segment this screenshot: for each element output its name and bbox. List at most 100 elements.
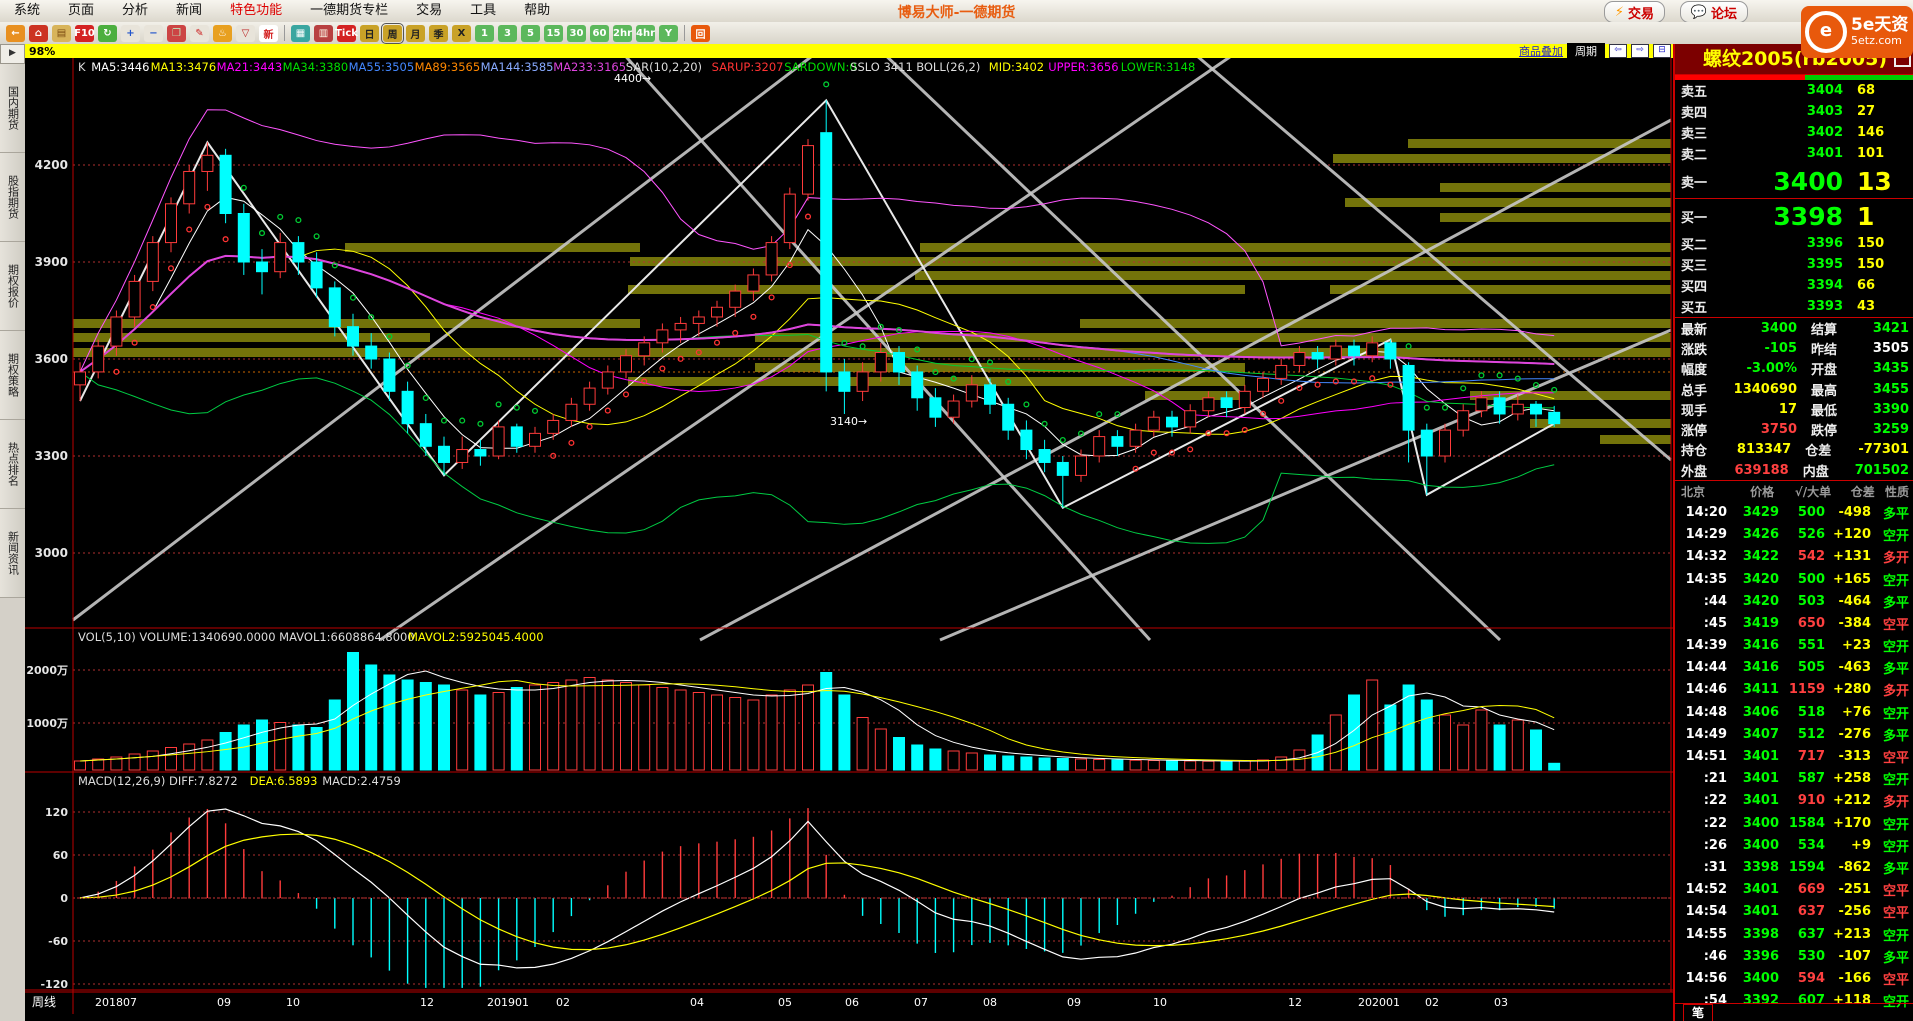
x-axis-label: 202001 xyxy=(1358,996,1400,1009)
split-window-icon[interactable]: ⊟ xyxy=(1653,44,1671,58)
sidebar-tab-热点排名[interactable]: 热点排名 xyxy=(0,420,25,509)
min3-icon[interactable]: 3 xyxy=(498,24,517,42)
hr4-icon[interactable]: 4hr xyxy=(636,24,655,42)
orderbook-row-买四[interactable]: 买四 3394 66 xyxy=(1681,278,1876,295)
prev-arrow-icon[interactable]: ⇦ xyxy=(1609,44,1627,58)
chart-area[interactable]: 4200 3900 3600 3300 3000 2000万 1000万 120 60 0 -60 -… xyxy=(25,48,1673,1021)
tick-row[interactable]: 14:35 3420 500 +165 空开 xyxy=(1685,571,1909,589)
tick-row[interactable]: 14:51 3401 717 -313 空平 xyxy=(1685,749,1909,767)
tick-row[interactable]: 14:44 3416 505 -463 多平 xyxy=(1685,660,1909,678)
tab-pen[interactable]: 笔 xyxy=(1683,1004,1714,1021)
tick-row[interactable]: :45 3419 650 -384 空平 xyxy=(1703,615,1909,633)
report-icon[interactable]: ▤ xyxy=(52,24,71,42)
tick-row[interactable]: 14:29 3426 526 +120 空开 xyxy=(1685,527,1909,545)
svg-text:DEA:6.5893: DEA:6.5893 xyxy=(250,774,318,788)
5etz-watermark-logo: e 5e天资 5etz.com xyxy=(1801,6,1913,58)
tick-row[interactable]: 14:39 3416 551 +23 空开 xyxy=(1685,638,1909,656)
day-period-icon[interactable]: 日 xyxy=(360,24,379,42)
alert-icon[interactable]: ♨ xyxy=(213,24,232,42)
sidebar-tab-股指期货[interactable]: 股指期货 xyxy=(0,153,25,242)
chart-icon[interactable]: ▥ xyxy=(314,24,333,42)
tick-row[interactable]: 14:49 3407 512 -276 多平 xyxy=(1685,726,1909,744)
tick-row[interactable]: 14:55 3398 637 +213 空开 xyxy=(1685,926,1909,944)
tick-row[interactable]: 14:48 3406 518 +76 空开 xyxy=(1685,704,1909,722)
orderbook-row-买三[interactable]: 买三 3395 150 xyxy=(1681,257,1885,274)
sidebar-expand-button[interactable]: ▶ xyxy=(0,44,25,64)
overlay-commodity-link[interactable]: 商品叠加 xyxy=(1519,45,1563,58)
tick-row[interactable]: 14:20 3429 500 -498 多平 xyxy=(1685,504,1909,522)
menu-item-新闻[interactable]: 新闻 xyxy=(176,3,203,18)
quarter-period-icon[interactable]: 季 xyxy=(429,24,448,42)
tick-period-icon[interactable]: Tick xyxy=(335,24,358,42)
svg-text:MA55:3505: MA55:3505 xyxy=(349,60,415,74)
svg-text:-120: -120 xyxy=(40,978,68,991)
back-icon[interactable]: ← xyxy=(6,24,25,42)
zoom-in-icon[interactable]: + xyxy=(121,24,140,42)
sidebar-tab-期权策略[interactable]: 期权策略 xyxy=(0,331,25,420)
orderbook-row-卖四[interactable]: 卖四 3403 27 xyxy=(1681,104,1876,121)
tick-row[interactable]: :46 3396 530 -107 多平 xyxy=(1703,948,1909,966)
orderbook-row-卖五[interactable]: 卖五 3404 68 xyxy=(1681,83,1876,100)
orderbook-row-卖三[interactable]: 卖三 3402 146 xyxy=(1681,125,1885,142)
orderbook-row-买五[interactable]: 买五 3393 43 xyxy=(1681,299,1876,316)
sidebar-tab-期权报价[interactable]: 期权报价 xyxy=(0,242,25,331)
overlay-icon[interactable]: ❐ xyxy=(167,24,186,42)
min15-icon[interactable]: 15 xyxy=(544,24,563,42)
month-period-icon[interactable]: 月 xyxy=(406,24,425,42)
new-icon[interactable]: 新 xyxy=(259,24,278,42)
year-icon[interactable]: Y xyxy=(659,24,678,42)
svg-text:LOWER:3148: LOWER:3148 xyxy=(1121,60,1195,74)
filter-icon[interactable]: ▽ xyxy=(236,24,255,42)
period-label[interactable]: 周期 xyxy=(1567,43,1605,59)
menu-item-分析[interactable]: 分析 xyxy=(122,3,149,18)
min60-icon[interactable]: 60 xyxy=(590,24,609,42)
quote-table-icon[interactable]: ▦ xyxy=(291,24,310,42)
draw-icon[interactable]: ✎ xyxy=(190,24,209,42)
price-axis-label: 4200 xyxy=(35,158,68,172)
min5-icon[interactable]: 5 xyxy=(521,24,540,42)
main-chart-svg[interactable]: 4200 3900 3600 3300 3000 2000万 1000万 120 60 0 -60 -… xyxy=(25,48,1673,1021)
menu-item-特色功能[interactable]: 特色功能 xyxy=(230,3,283,18)
x-axis-label: 12 xyxy=(420,996,434,1009)
sidebar-tab-新闻资讯[interactable]: 新闻资讯 xyxy=(0,509,25,598)
x-axis-label: 12 xyxy=(1288,996,1302,1009)
orderbook-row-卖一[interactable]: 卖一 3400 13 xyxy=(1681,166,1892,196)
refresh-icon[interactable]: ↻ xyxy=(98,24,117,42)
hr2-icon[interactable]: 2hr xyxy=(613,24,632,42)
menu-item-系统[interactable]: 系统 xyxy=(14,3,41,18)
menu-item-页面[interactable]: 页面 xyxy=(68,3,95,18)
tick-row[interactable]: :44 3420 503 -464 多平 xyxy=(1703,593,1909,611)
playback-icon[interactable]: 回 xyxy=(691,24,710,42)
sidebar-tab-国内期货[interactable]: 国内期货 xyxy=(0,64,25,153)
tick-row[interactable]: :26 3400 534 +9 空开 xyxy=(1703,837,1909,855)
f10-icon[interactable]: F10 xyxy=(74,24,95,42)
forum-button[interactable]: 💬 论坛 xyxy=(1679,1,1748,23)
tick-row[interactable]: 14:32 3422 542 +131 多开 xyxy=(1685,549,1909,567)
tick-row[interactable]: :21 3401 587 +258 空开 xyxy=(1703,771,1909,789)
next-arrow-icon[interactable]: ⇨ xyxy=(1631,44,1649,58)
svg-text:2000万: 2000万 xyxy=(26,664,68,677)
orderbook-row-买二[interactable]: 买二 3396 150 xyxy=(1681,236,1885,253)
orderbook-row-买一[interactable]: 买一 3398 1 xyxy=(1681,201,1875,231)
svg-text:120: 120 xyxy=(45,806,68,819)
tick-row[interactable]: 14:52 3401 669 -251 空平 xyxy=(1685,882,1909,900)
tick-row[interactable]: :31 3398 1594 -862 多平 xyxy=(1703,859,1909,877)
zoom-out-icon[interactable]: − xyxy=(144,24,163,42)
menu-item-一德期货专栏[interactable]: 一德期货专栏 xyxy=(310,3,389,18)
tick-row[interactable]: :22 3400 1584 +170 空开 xyxy=(1703,815,1909,833)
menu-item-帮助[interactable]: 帮助 xyxy=(524,3,551,18)
tick-row[interactable]: 14:54 3401 637 -256 空平 xyxy=(1685,904,1909,922)
min1-icon[interactable]: 1 xyxy=(475,24,494,42)
menu-item-交易[interactable]: 交易 xyxy=(416,3,443,18)
custom-period-icon[interactable]: X xyxy=(452,24,471,42)
tick-row[interactable]: :54 3392 607 +118 空开 xyxy=(1703,993,1909,1011)
tick-row[interactable]: 14:46 3411 1159 +280 多开 xyxy=(1685,682,1909,700)
min30-icon[interactable]: 30 xyxy=(567,24,586,42)
trade-button[interactable]: ⚡ 交易 xyxy=(1603,1,1665,23)
home-icon[interactable]: ⌂ xyxy=(29,24,48,42)
menu-item-工具[interactable]: 工具 xyxy=(470,3,497,18)
tick-row[interactable]: 14:56 3400 594 -166 空平 xyxy=(1685,970,1909,988)
tick-row[interactable]: :22 3401 910 +212 多开 xyxy=(1703,793,1909,811)
week-period-icon[interactable]: 周 xyxy=(381,22,404,44)
orderbook-row-卖二[interactable]: 卖二 3401 101 xyxy=(1681,146,1885,163)
